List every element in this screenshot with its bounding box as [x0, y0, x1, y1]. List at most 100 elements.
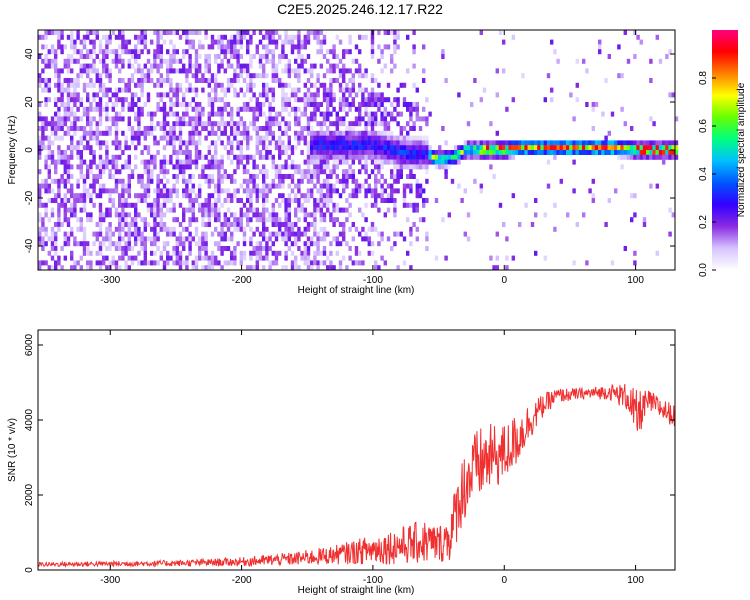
spectrogram-cell [447, 154, 451, 160]
spectrogram-cell [335, 241, 339, 247]
spectrogram-cell [399, 174, 403, 179]
spectrogram-cell [127, 102, 131, 107]
spectrogram-cell [668, 207, 672, 213]
spectrogram-cell [316, 150, 320, 155]
spectrogram-cell [105, 212, 109, 218]
spectrogram-cell [214, 121, 218, 127]
spectrogram-cell [63, 102, 67, 107]
spectrogram-cell [140, 30, 144, 35]
spectrogram-cell [223, 68, 227, 74]
spectrogram-cell [82, 207, 87, 213]
spectrogram-cell [76, 106, 80, 112]
spectrogram-cell [239, 39, 243, 45]
spectrogram-cell [198, 140, 202, 146]
x-tick-label: 100 [627, 275, 644, 286]
spectrogram-cell [361, 236, 365, 242]
spectrogram-cell [306, 34, 311, 40]
spectrogram-cell [521, 140, 525, 146]
spectrogram-cell [98, 39, 103, 45]
spectrogram-cell [348, 150, 352, 155]
spectrogram-cell [422, 198, 426, 203]
spectrogram-cell [124, 198, 128, 203]
spectrogram-cell [418, 116, 423, 122]
spectrogram-cell [278, 135, 282, 141]
spectrogram-cell [214, 154, 218, 160]
spectrogram-cell [486, 145, 490, 151]
spectrogram-cell [316, 30, 320, 35]
spectrogram-cell [156, 92, 160, 98]
spectrogram-cell [364, 150, 368, 155]
spectrogram-cell [47, 198, 51, 203]
spectrogram-cell [127, 212, 131, 218]
spectrogram-cell [194, 226, 199, 232]
spectrogram-cell [454, 150, 458, 155]
spectrogram-cell [322, 130, 327, 136]
spectrogram-cell [316, 39, 320, 45]
spectrogram-cell [591, 102, 595, 107]
spectrogram-cell [111, 188, 115, 194]
spectrogram-cell [102, 236, 106, 242]
spectrogram-cell [470, 150, 474, 155]
spectrogram-cell [604, 222, 608, 227]
spectrogram-cell [380, 159, 384, 165]
spectrogram-cell [54, 73, 58, 79]
spectrogram-cell [396, 150, 400, 155]
spectrogram-cell [649, 116, 653, 122]
spectrogram-cell [668, 154, 672, 160]
spectrogram-cell [425, 246, 429, 251]
spectrogram-cell [326, 164, 330, 170]
spectrogram-cell [73, 97, 77, 103]
spectrogram-cell [370, 87, 375, 93]
spectrogram-cell [246, 68, 250, 74]
spectrogram-cell [252, 265, 256, 271]
spectrogram-cell [223, 87, 227, 93]
spectrogram-cell [338, 207, 343, 213]
spectrogram-cell [303, 226, 307, 232]
spectrogram-cell [105, 54, 109, 59]
spectrogram-cell [431, 150, 435, 155]
spectrogram-cell [178, 255, 183, 261]
spectrogram-cell [258, 58, 263, 64]
spectrogram-cell [268, 111, 272, 117]
spectrogram-cell [262, 111, 266, 117]
spectrogram-cell [92, 178, 96, 184]
spectrogram-cell [66, 236, 71, 242]
spectrogram-cell [329, 68, 333, 74]
spectrogram-cell [220, 87, 224, 93]
spectrogram-cell [351, 140, 355, 146]
spectrogram-cell [166, 207, 170, 213]
spectrogram-cell [249, 255, 253, 261]
spectrogram-cell [82, 82, 87, 88]
spectrogram-cell [98, 111, 103, 117]
spectrogram-cell [102, 87, 106, 93]
spectrogram-cell [246, 207, 250, 213]
spectrogram-cell [322, 154, 327, 160]
spectrogram-cell [249, 217, 253, 223]
spectrogram-cell [41, 183, 45, 189]
spectrogram-cell [134, 130, 138, 136]
spectrogram-cell [124, 265, 128, 271]
spectrogram-cell [297, 140, 301, 146]
spectrogram-cell [274, 111, 279, 117]
spectrogram-cell [281, 145, 285, 151]
spectrogram-cell [345, 68, 349, 74]
spectrogram-cell [386, 198, 391, 203]
spectrogram-cell [287, 183, 291, 189]
spectrogram-cell [76, 92, 80, 98]
spectrogram-cell [54, 198, 58, 203]
spectrogram-cell [262, 222, 266, 227]
spectrogram-cell [76, 150, 80, 155]
spectrogram-cell [70, 135, 74, 141]
spectrogram-cell [271, 241, 275, 247]
spectrogram-cell [354, 130, 359, 136]
spectrogram-cell [553, 202, 557, 208]
spectrogram-cell [313, 106, 317, 112]
spectrogram-cell [114, 183, 119, 189]
spectrogram-cell [287, 63, 291, 69]
spectrogram-cell [169, 39, 173, 45]
spectrogram-cell [105, 255, 109, 261]
spectrogram-cell [412, 145, 416, 151]
spectrogram-cell [361, 150, 365, 155]
spectrogram-cell [182, 207, 186, 213]
spectrogram-cell [63, 116, 67, 122]
